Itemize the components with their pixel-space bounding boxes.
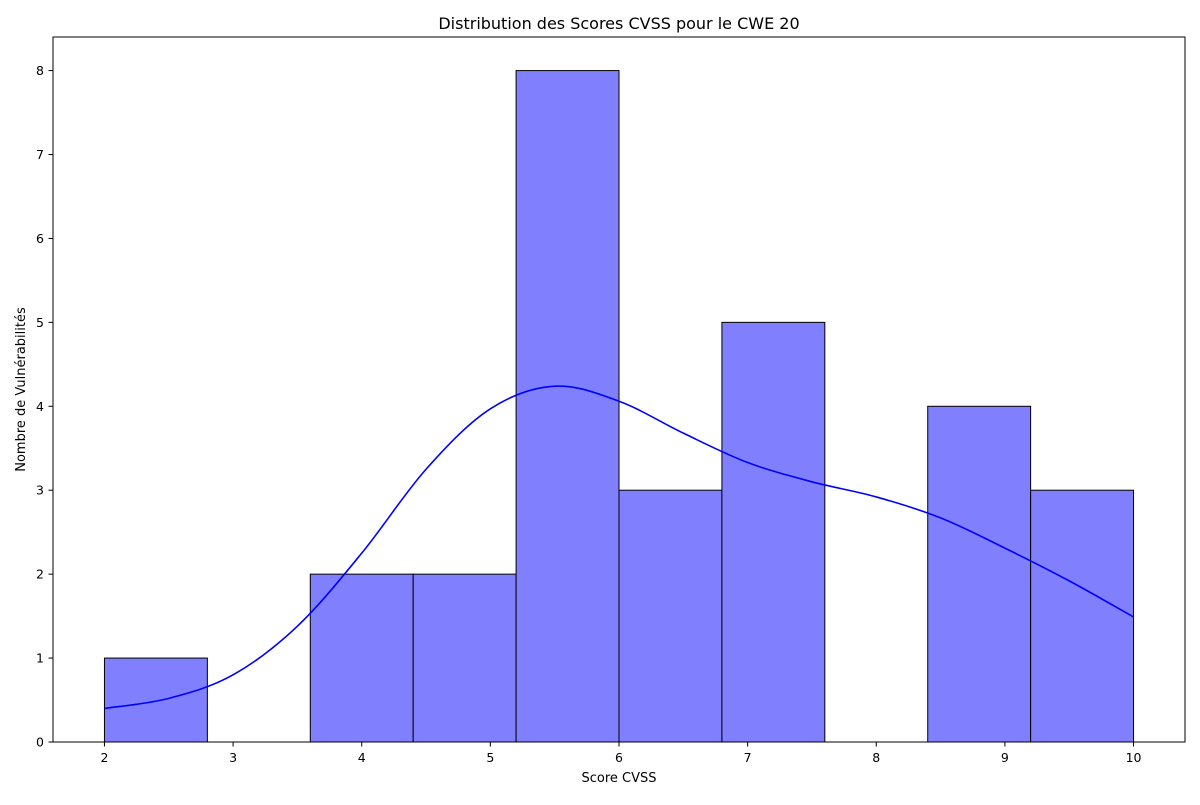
x-tick-label: 8 bbox=[872, 750, 880, 765]
y-tick-label: 0 bbox=[36, 735, 44, 750]
histogram-bar-5 bbox=[618, 489, 723, 743]
y-tick-label: 8 bbox=[36, 63, 44, 78]
histogram-bar-0 bbox=[103, 657, 208, 743]
y-tick-label: 4 bbox=[36, 399, 44, 414]
y-tick-label: 3 bbox=[36, 483, 44, 498]
x-tick-label: 10 bbox=[1126, 750, 1142, 765]
x-tick-label: 4 bbox=[358, 750, 366, 765]
kde-curve bbox=[104, 385, 1134, 710]
x-tick-label: 5 bbox=[486, 750, 494, 765]
chart-title: Distribution des Scores CVSS pour le CWE… bbox=[438, 14, 799, 33]
histogram-bar-2 bbox=[309, 573, 414, 743]
x-tick-label: 3 bbox=[229, 750, 237, 765]
x-axis-label: Score CVSS bbox=[581, 771, 656, 786]
bars-layer bbox=[103, 70, 1135, 743]
y-tick-label: 7 bbox=[36, 147, 44, 162]
y-ticks: 0 1 2 3 4 5 6 7 8 bbox=[36, 63, 53, 750]
x-tick-label: 9 bbox=[1001, 750, 1009, 765]
x-tick-label: 7 bbox=[744, 750, 752, 765]
histogram-bar-6 bbox=[721, 321, 826, 743]
y-tick-label: 2 bbox=[36, 567, 44, 582]
x-tick-label: 2 bbox=[100, 750, 108, 765]
y-tick-label: 6 bbox=[36, 231, 44, 246]
x-tick-label: 6 bbox=[615, 750, 623, 765]
y-tick-label: 1 bbox=[36, 651, 44, 666]
x-ticks: 2 3 4 5 6 7 8 9 10 bbox=[100, 742, 1142, 765]
histogram-bar-4 bbox=[515, 70, 620, 743]
histogram-bar-8 bbox=[927, 405, 1032, 743]
y-tick-label: 5 bbox=[36, 315, 44, 330]
histogram-bar-3 bbox=[412, 573, 517, 743]
histogram-bar-9 bbox=[1030, 489, 1135, 743]
y-axis-label: Nombre de Vulnérabilités bbox=[14, 307, 29, 472]
kde-layer bbox=[104, 385, 1134, 710]
